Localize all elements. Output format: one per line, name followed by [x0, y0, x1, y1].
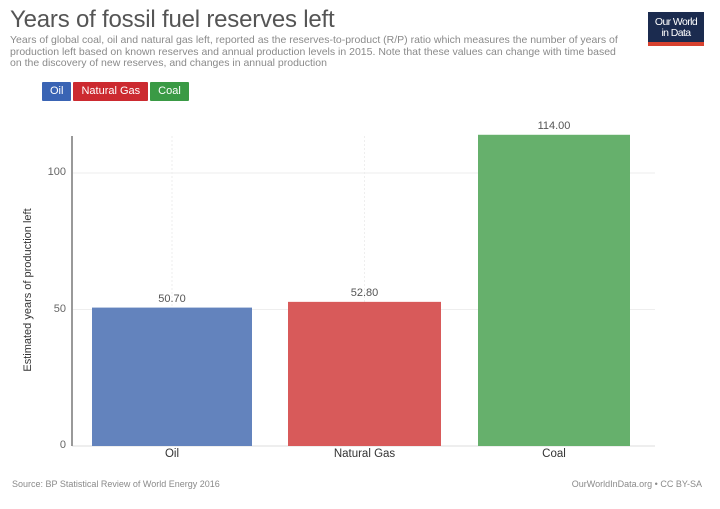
y-tick-label: 50	[53, 302, 66, 315]
logo-line2: in Data	[661, 27, 691, 39]
owid-logo[interactable]: Our World in Data	[648, 12, 704, 46]
legend-item-oil[interactable]: Oil	[42, 82, 72, 101]
value-label: 52.80	[350, 286, 379, 299]
logo-line1: Our World	[654, 16, 698, 28]
x-tick-label: Natural Gas	[333, 448, 396, 460]
x-tick-label: Oil	[164, 448, 180, 460]
legend-item-natural-gas[interactable]: Natural Gas	[73, 82, 149, 101]
bar-coal[interactable]	[478, 134, 630, 446]
chart-title: Years of fossil fuel reserves left	[10, 6, 335, 33]
bar-oil[interactable]	[92, 307, 252, 446]
legend-item-coal[interactable]: Coal	[150, 82, 189, 101]
bar-natural-gas[interactable]	[288, 301, 441, 446]
legend: Oil Natural Gas Coal	[42, 82, 189, 101]
source-note[interactable]: Source: BP Statistical Review of World E…	[12, 479, 220, 489]
chart-subtitle: Years of global coal, oil and natural ga…	[10, 34, 618, 69]
y-tick-label: 0	[59, 439, 66, 451]
bars	[92, 134, 630, 446]
value-label: 50.70	[158, 292, 186, 305]
license-note[interactable]: OurWorldInData.org • CC BY-SA	[571, 479, 702, 489]
value-label: 114.00	[537, 119, 571, 132]
y-tick-label: 100	[47, 166, 66, 178]
x-tick-label: Coal	[542, 448, 566, 460]
